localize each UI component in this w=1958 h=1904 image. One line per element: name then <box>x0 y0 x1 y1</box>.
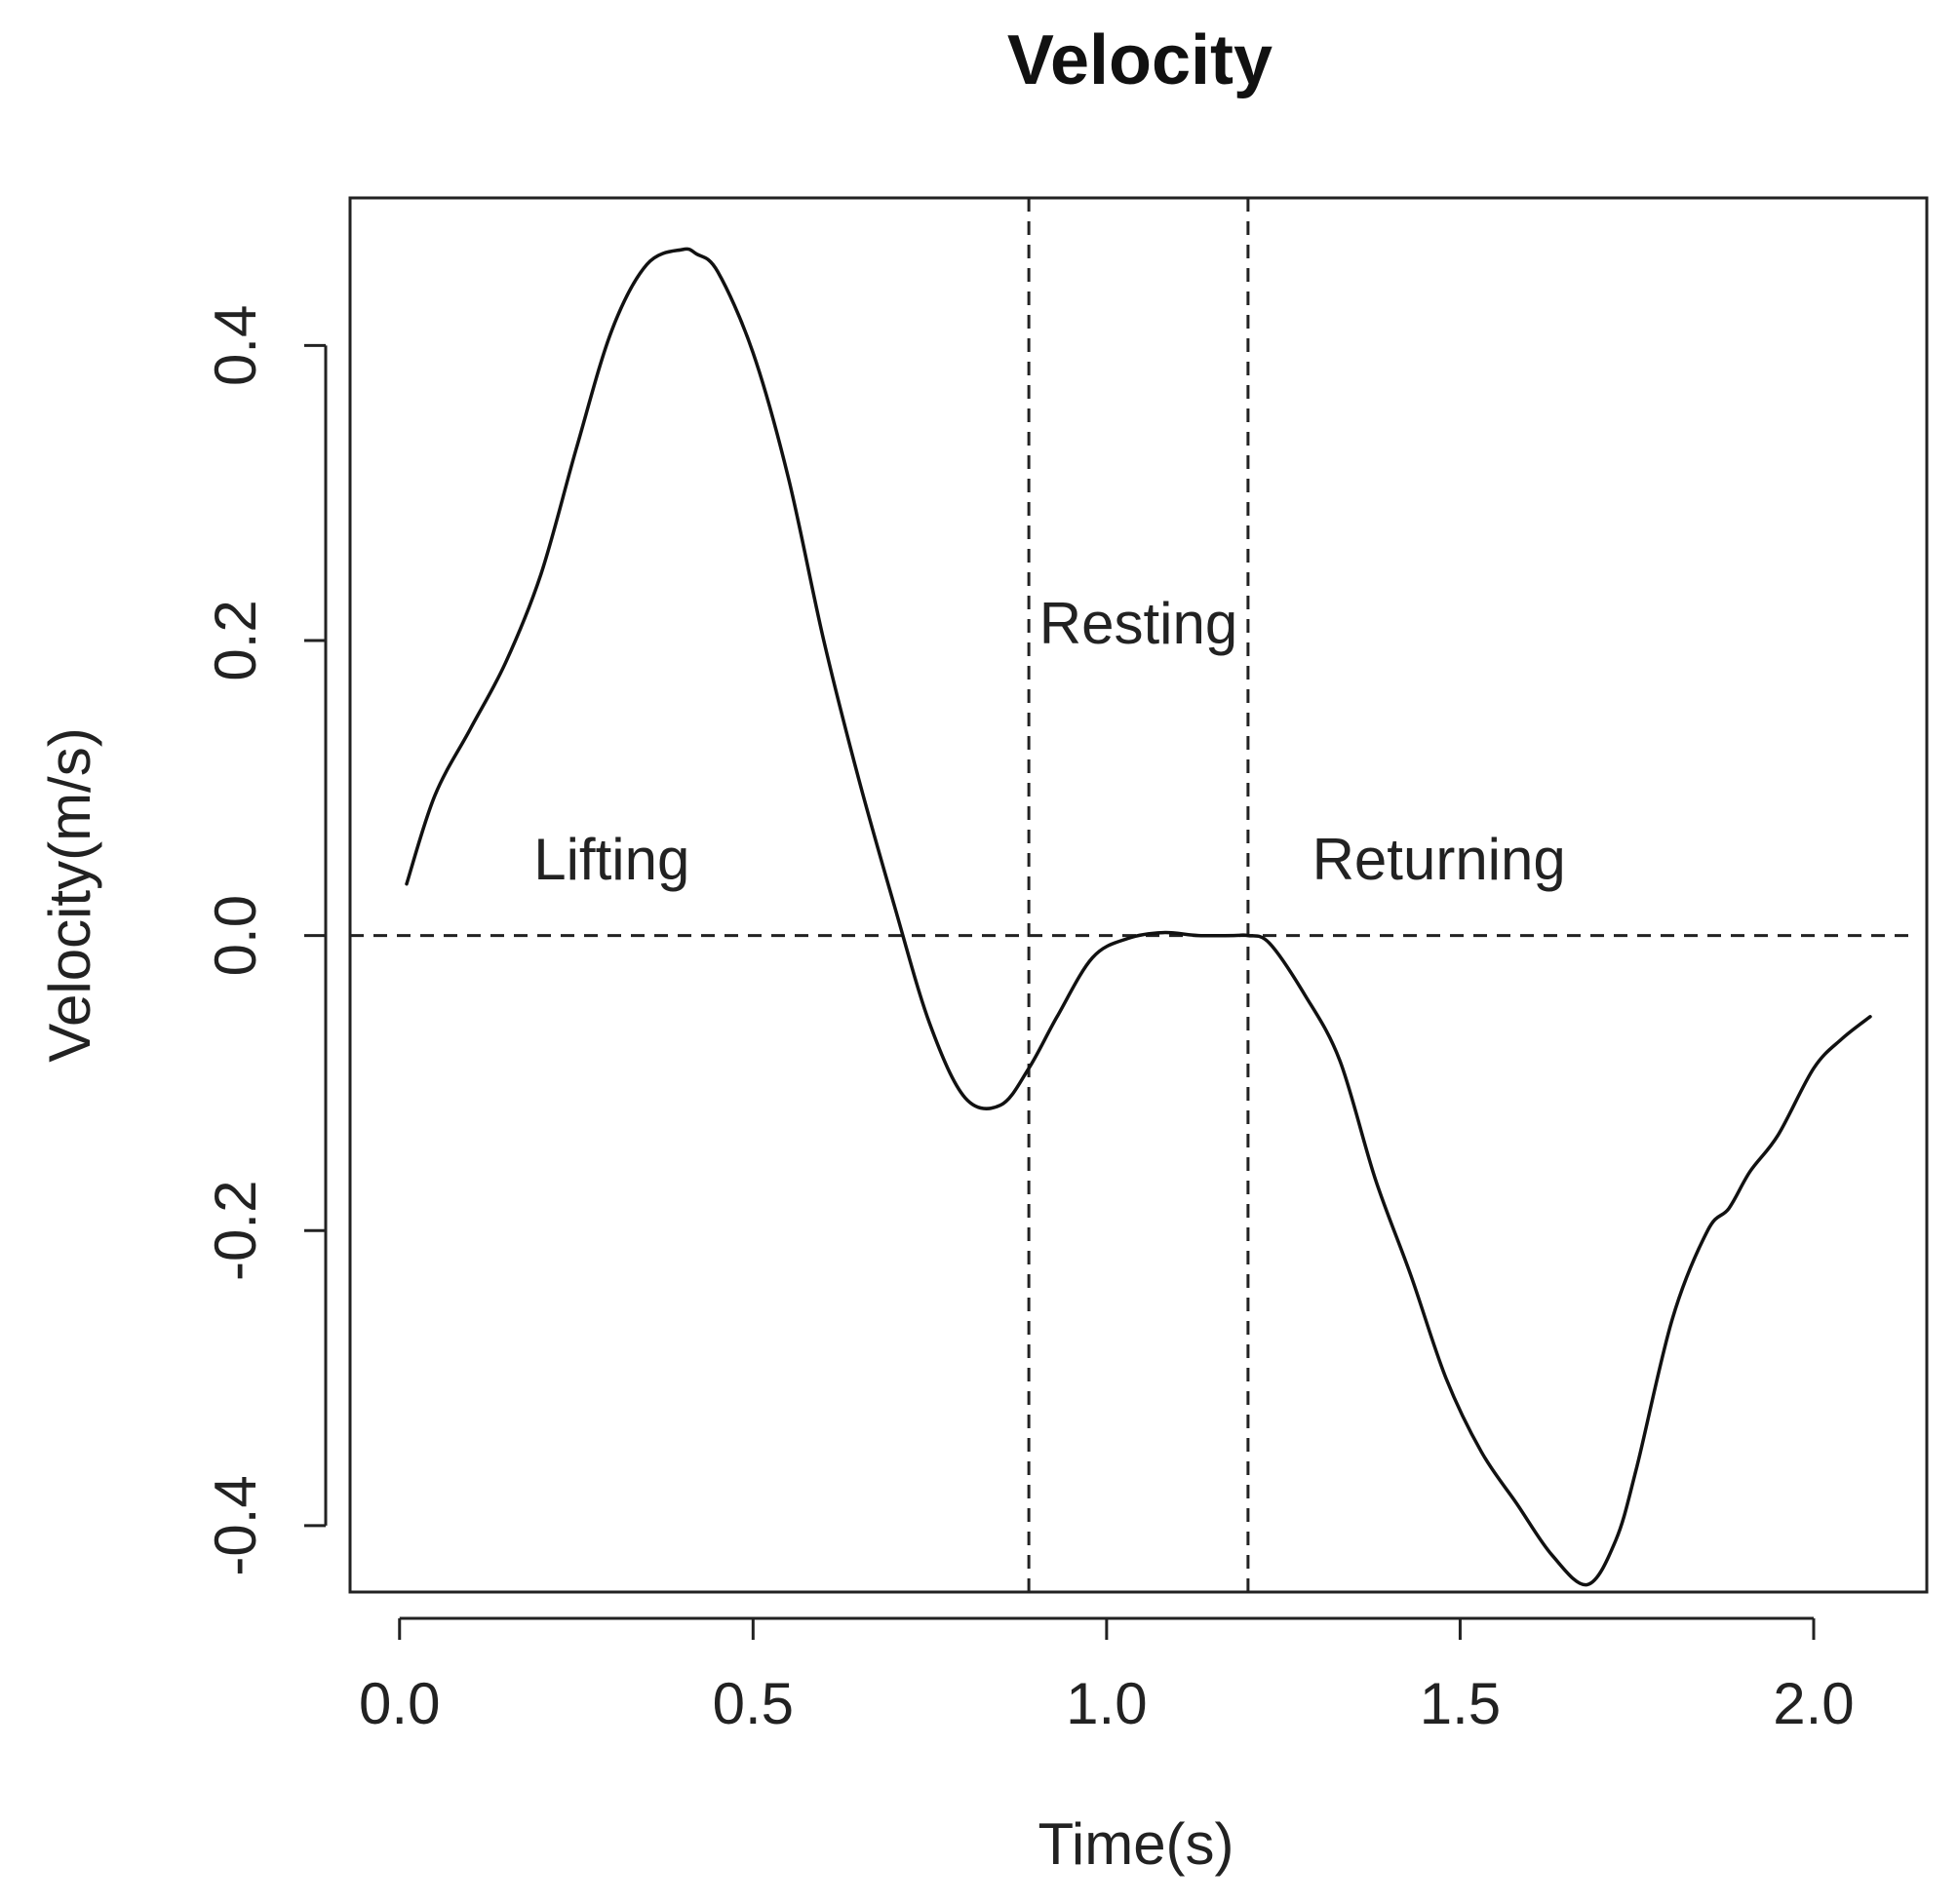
y-tick-label: 0.4 <box>203 305 268 386</box>
y-tick-label: -0.4 <box>203 1475 268 1575</box>
series-layer <box>405 247 1872 1587</box>
y-tick-label: 0.0 <box>203 895 268 976</box>
x-tick-label: 1.0 <box>1066 1671 1147 1736</box>
phase-label: Resting <box>1039 591 1237 656</box>
y-axis: -0.4 -0.2 0.0 0.2 0.4 <box>203 305 328 1576</box>
phase-label: Returning <box>1312 827 1566 892</box>
velocity-series-line <box>405 247 1872 1587</box>
y-tick-label: 0.2 <box>203 600 268 680</box>
x-tick-label: 2.0 <box>1773 1671 1854 1736</box>
plot-frame <box>348 196 1929 1594</box>
x-tick-label: 0.5 <box>713 1671 794 1736</box>
y-tick-label: -0.2 <box>203 1181 268 1281</box>
chart-title: Velocity <box>1007 21 1273 99</box>
x-tick-label: 0.0 <box>359 1671 440 1736</box>
phase-label: Lifting <box>533 827 689 892</box>
y-axis-label: Velocity(m/s) <box>37 727 102 1062</box>
annotation-layer: Lifting Resting Returning <box>533 591 1566 892</box>
x-axis-label: Time(s) <box>1038 1811 1234 1877</box>
x-tick-label: 1.5 <box>1420 1671 1501 1736</box>
x-axis: 0.0 0.5 1.0 1.5 2.0 <box>359 1616 1855 1736</box>
